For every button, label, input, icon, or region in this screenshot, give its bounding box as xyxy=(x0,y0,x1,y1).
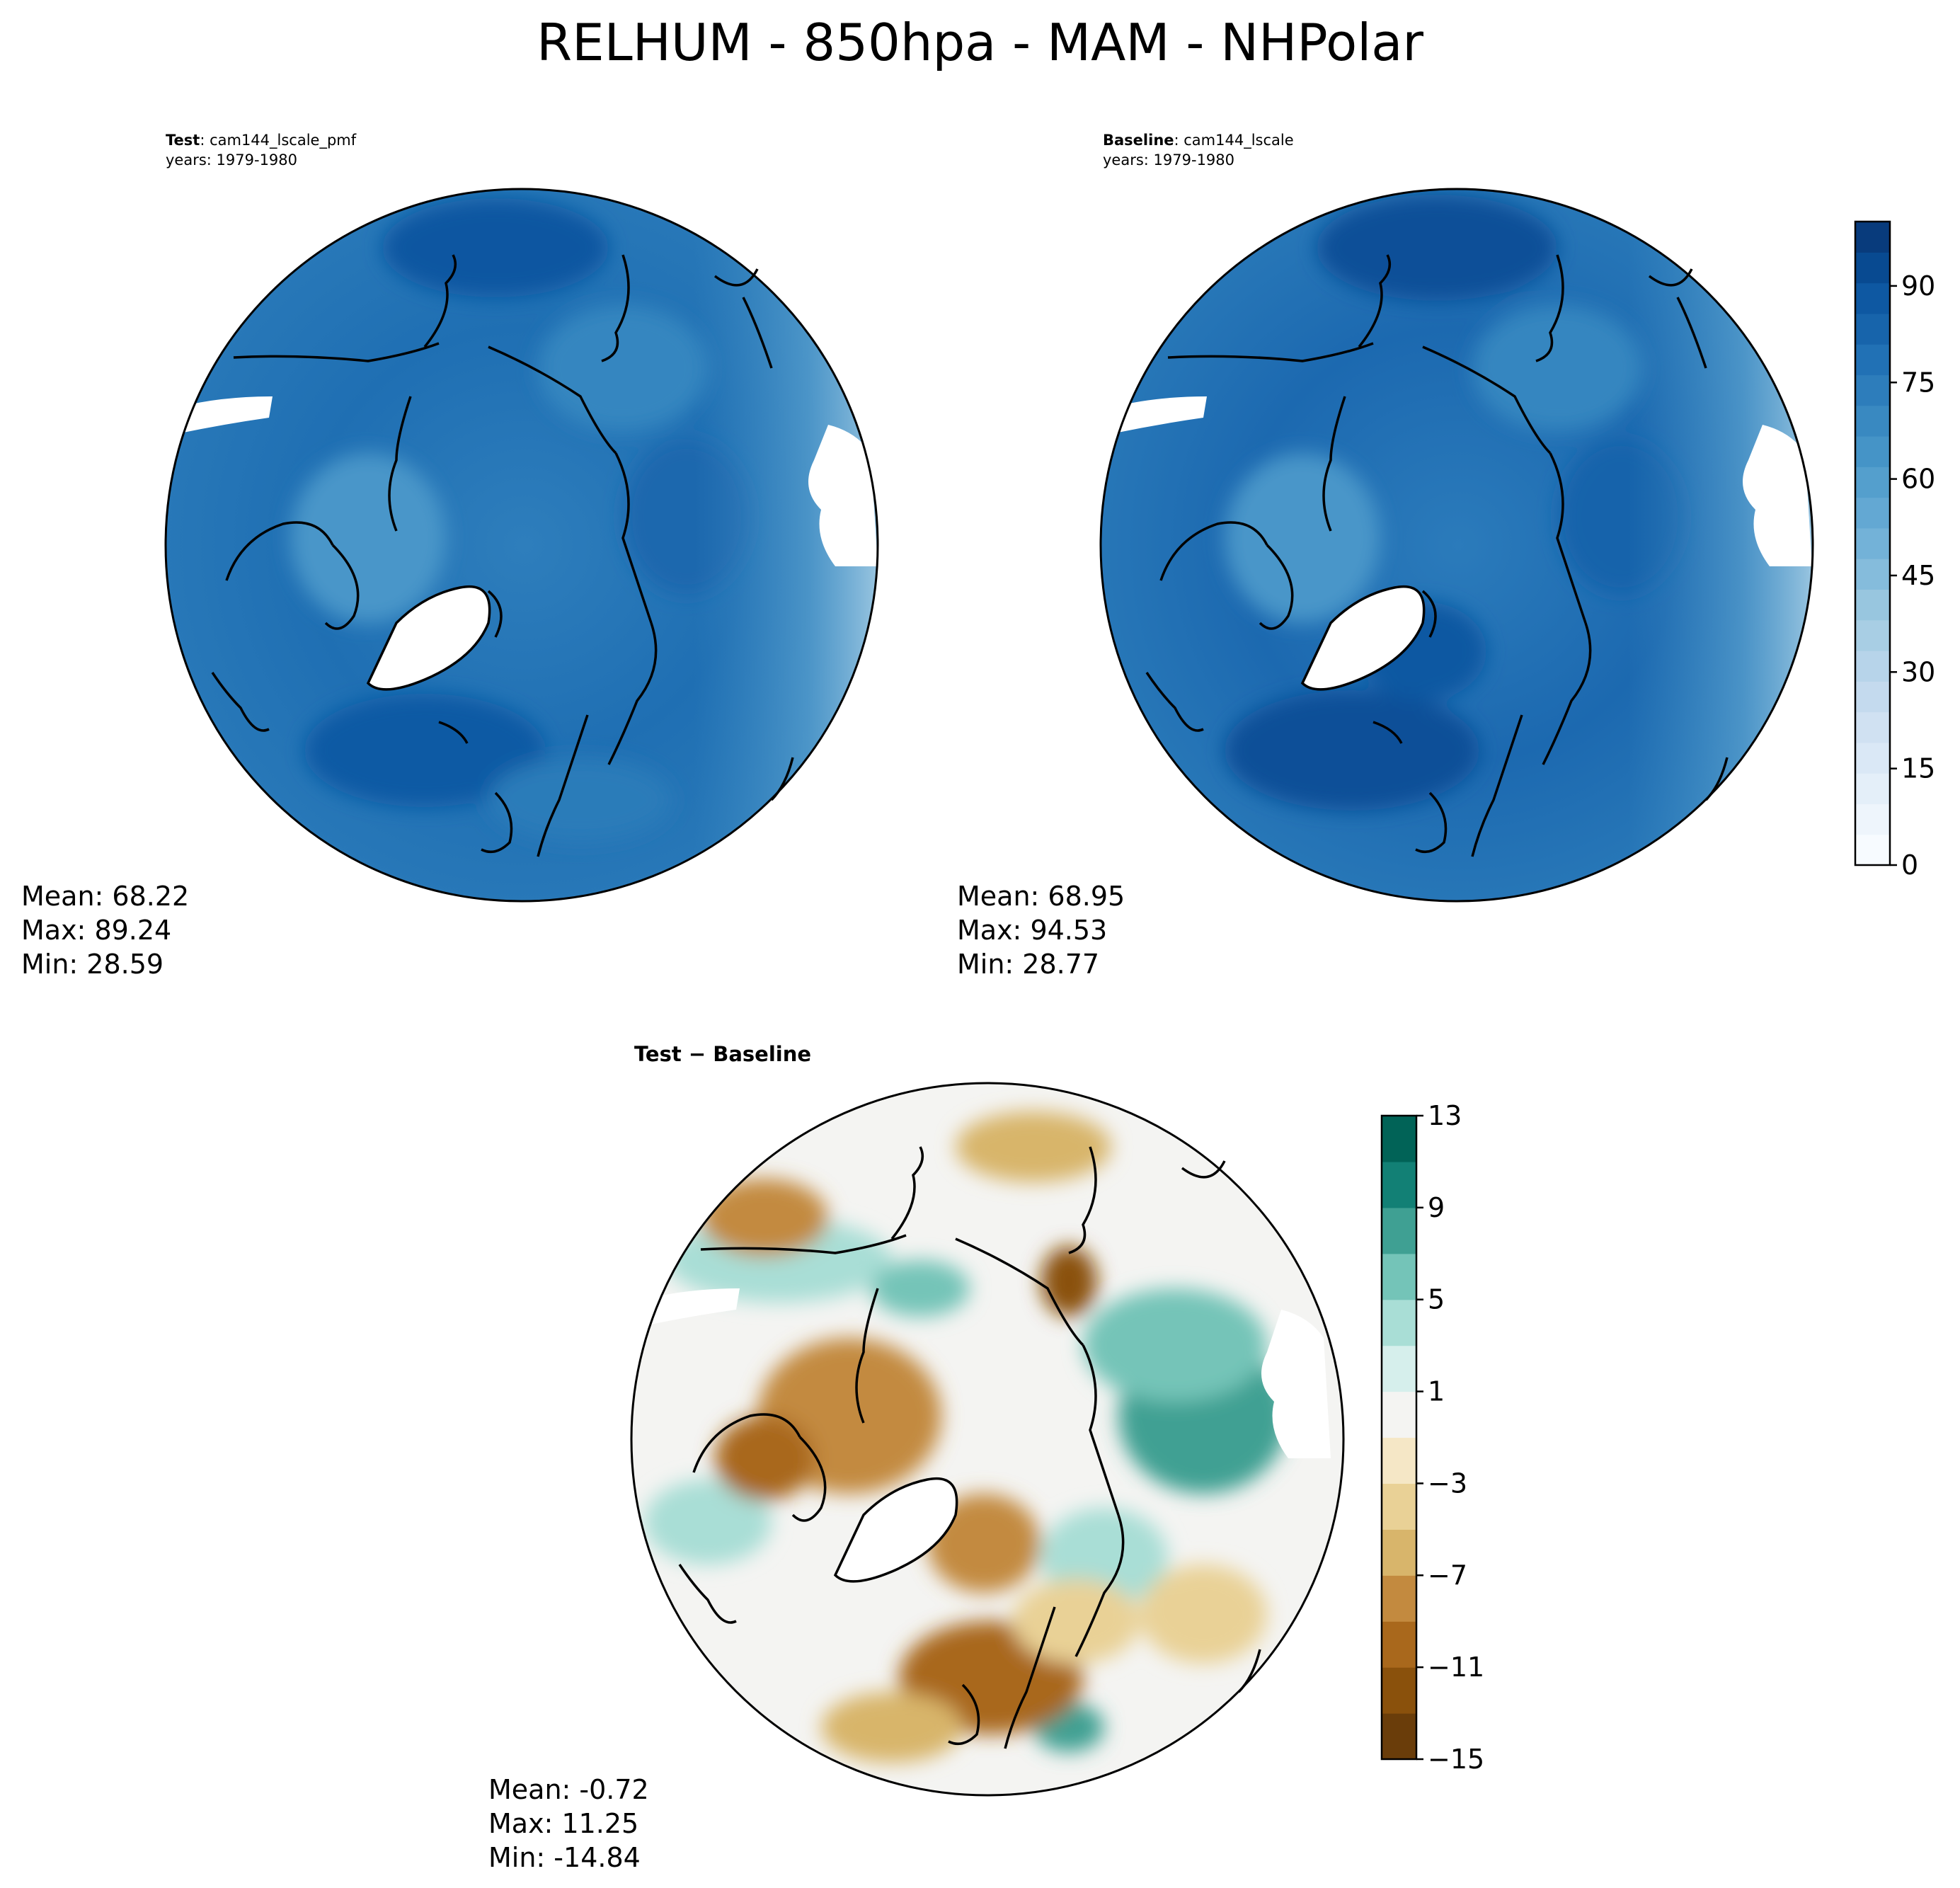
test-map-boundary xyxy=(164,188,879,903)
difference-colorbar-swatch xyxy=(1382,1391,1416,1438)
difference-min: Min: -14.84 xyxy=(488,1842,641,1873)
test-map xyxy=(164,188,879,903)
relhum-colorbar-tick-label: 90 xyxy=(1901,270,1935,302)
difference-panel-title: Test − Baseline xyxy=(634,1042,812,1066)
relhum-colorbar-swatch xyxy=(1855,222,1890,253)
relhum-colorbar-tick-label: 30 xyxy=(1901,656,1935,687)
difference-colorbar-swatch xyxy=(1382,1621,1416,1668)
difference-colorbar-tick-label: −15 xyxy=(1428,1744,1484,1775)
test-mean: Mean: 68.22 xyxy=(21,881,190,912)
relhum-colorbar-swatch xyxy=(1855,436,1890,467)
baseline-map xyxy=(1099,188,1814,903)
difference-colorbar-swatch xyxy=(1382,1299,1416,1346)
relhum-colorbar-swatch xyxy=(1855,619,1890,651)
relhum-colorbar-swatch xyxy=(1855,651,1890,682)
difference-colorbar-tick-label: −7 xyxy=(1428,1560,1467,1591)
relhum-colorbar-swatch xyxy=(1855,559,1890,590)
relhum-colorbar-swatch xyxy=(1855,834,1890,866)
relhum-colorbar-tick-label: 0 xyxy=(1901,849,1918,881)
relhum-colorbar-swatch xyxy=(1855,527,1890,559)
relhum-colorbar-swatch xyxy=(1855,282,1890,314)
difference-colorbar-tick-label: −3 xyxy=(1428,1468,1467,1499)
baseline-label-bold: Baseline xyxy=(1103,132,1174,149)
difference-colorbar-swatch xyxy=(1382,1253,1416,1300)
relhum-colorbar-tick-label: 60 xyxy=(1901,464,1935,495)
relhum-colorbar-swatch xyxy=(1855,681,1890,713)
difference-coastlines xyxy=(678,1146,1261,1749)
difference-colorbar-tick-label: 1 xyxy=(1428,1376,1445,1407)
relhum-colorbar-swatch xyxy=(1855,467,1890,498)
difference-colorbar-tick-label: 13 xyxy=(1428,1100,1462,1131)
test-case-name: : cam144_lscale_pmf xyxy=(200,132,357,149)
baseline-min: Min: 28.77 xyxy=(957,949,1100,980)
relhum-colorbar: 0 15 30 45 60 75 90 xyxy=(1854,220,1935,881)
figure-title: RELHUM - 850hpa - MAM - NHPolar xyxy=(537,13,1423,72)
relhum-colorbar-swatch xyxy=(1855,252,1890,284)
relhum-colorbar-swatch xyxy=(1855,803,1890,835)
difference-colorbar-swatch xyxy=(1382,1713,1416,1760)
test-stats: Mean: 68.22 Max: 89.24 Min: 28.59 xyxy=(21,879,189,981)
test-max: Max: 89.24 xyxy=(21,915,172,946)
test-greenland-outline xyxy=(366,585,491,691)
test-min: Min: 28.59 xyxy=(21,949,164,980)
difference-colorbar-swatch xyxy=(1382,1437,1416,1484)
difference-greenland-outline xyxy=(833,1477,958,1583)
difference-colorbar-swatch xyxy=(1382,1161,1416,1208)
test-label-bold: Test xyxy=(166,132,200,149)
baseline-mean: Mean: 68.95 xyxy=(957,881,1125,912)
difference-colorbar-outline xyxy=(1380,1114,1418,1761)
baseline-max: Max: 94.53 xyxy=(957,915,1108,946)
relhum-colorbar-swatch xyxy=(1855,313,1890,345)
test-coastlines xyxy=(211,254,794,857)
difference-colorbar-swatch xyxy=(1382,1667,1416,1714)
difference-colorbar-swatch xyxy=(1382,1483,1416,1530)
baseline-map-boundary xyxy=(1099,188,1814,903)
baseline-panel-label: Baseline: cam144_lscale years: 1979-1980 xyxy=(1103,130,1294,170)
difference-max: Max: 11.25 xyxy=(488,1808,639,1839)
relhum-colorbar-swatch xyxy=(1855,742,1890,774)
relhum-colorbar-outline xyxy=(1854,220,1891,866)
relhum-colorbar-swatch xyxy=(1855,405,1890,437)
difference-colorbar-swatch xyxy=(1382,1575,1416,1622)
baseline-stats: Mean: 68.95 Max: 94.53 Min: 28.77 xyxy=(957,879,1125,981)
difference-colorbar-swatch xyxy=(1382,1116,1416,1162)
difference-mean: Mean: -0.72 xyxy=(488,1774,649,1805)
difference-stats: Mean: -0.72 Max: 11.25 Min: -14.84 xyxy=(488,1773,649,1875)
baseline-years: years: 1979-1980 xyxy=(1103,151,1235,168)
relhum-colorbar-swatch xyxy=(1855,773,1890,805)
difference-colorbar-swatch xyxy=(1382,1345,1416,1392)
relhum-colorbar-swatch xyxy=(1855,344,1890,376)
difference-field-blobs xyxy=(644,1111,1288,1763)
relhum-colorbar-swatch xyxy=(1855,374,1890,406)
baseline-case-name: : cam144_lscale xyxy=(1174,132,1294,149)
difference-colorbar-tick-label: −11 xyxy=(1428,1652,1484,1683)
baseline-greenland-outline xyxy=(1300,585,1426,691)
difference-map xyxy=(630,1082,1345,1797)
difference-colorbar-swatch xyxy=(1382,1207,1416,1254)
test-field-blobs xyxy=(290,198,750,842)
test-panel-label: Test: cam144_lscale_pmf years: 1979-1980 xyxy=(166,130,356,170)
relhum-colorbar-swatch xyxy=(1855,589,1890,621)
difference-colorbar-tick-label: 9 xyxy=(1428,1192,1445,1223)
relhum-colorbar-swatch xyxy=(1855,497,1890,529)
test-years: years: 1979-1980 xyxy=(166,151,298,168)
relhum-colorbar-swatch xyxy=(1855,711,1890,743)
difference-colorbar-tick-label: 5 xyxy=(1428,1284,1445,1315)
difference-colorbar-swatch xyxy=(1382,1529,1416,1576)
difference-colorbar: −15 −11 −7 −3 1 5 9 13 xyxy=(1380,1100,1484,1775)
relhum-colorbar-tick-label: 15 xyxy=(1901,753,1935,784)
relhum-colorbar-tick-label: 45 xyxy=(1901,560,1935,591)
difference-map-boundary xyxy=(630,1082,1345,1797)
baseline-coastlines xyxy=(1145,254,1729,857)
relhum-colorbar-tick-label: 75 xyxy=(1901,367,1935,398)
